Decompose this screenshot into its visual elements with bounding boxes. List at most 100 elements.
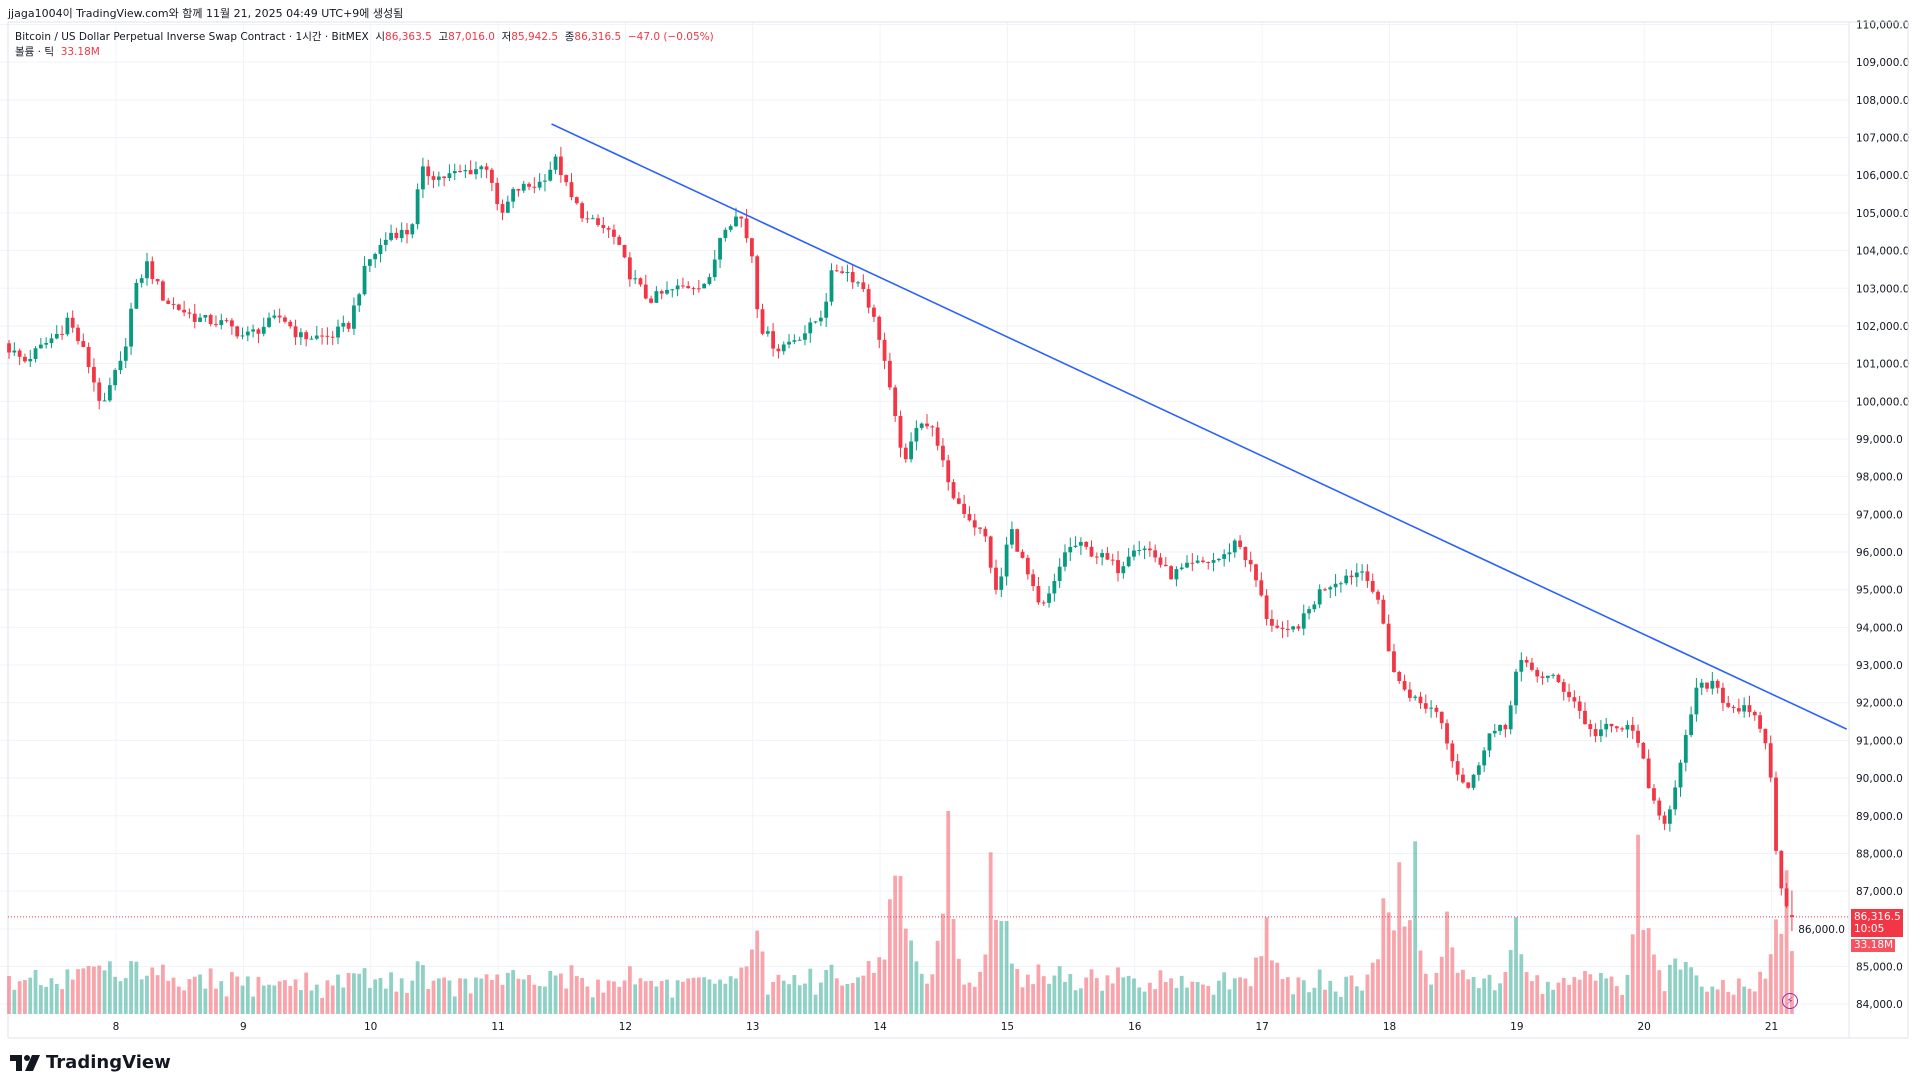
candle [1450,743,1455,762]
volume-bar [1407,920,1412,1014]
candle [1259,580,1264,596]
candle [272,315,277,318]
volume-bar [1397,862,1402,1014]
candle [362,265,367,295]
candle [744,218,749,239]
volume-bar [1508,950,1513,1014]
volume-bar [208,968,213,1014]
candle [107,385,112,401]
volume-bar [511,970,516,1014]
volume-bar [1678,969,1683,1014]
candle [760,309,765,334]
candle [1264,595,1269,620]
volume-bar [60,989,64,1014]
candle [649,298,653,303]
candle [383,239,388,245]
symbol-title[interactable]: Bitcoin / US Dollar Perpetual Inverse Sw… [15,31,369,43]
candle [1715,680,1720,688]
candle [1063,552,1067,567]
low-value: 85,942.5 [511,31,559,43]
volume-bar [1742,986,1747,1014]
price-axis-label: 110,000.0 [1856,20,1909,32]
candle [1004,544,1009,577]
candle [728,226,733,230]
price-axis-label: 100,000.0 [1856,396,1909,408]
volume-bar [495,974,500,1014]
candle [1338,583,1343,585]
candle [521,183,526,191]
price-axis-label: 107,000.0 [1856,133,1909,145]
volume-bar [256,976,261,1014]
volume-bar [1540,994,1545,1014]
volume-bar [1736,978,1741,1014]
volume-label[interactable]: 볼륨 · 틱 [15,46,54,58]
candle [1132,550,1136,557]
candle [1583,710,1587,725]
volume-bar [1673,958,1678,1014]
volume-bar [1630,934,1635,1014]
candle [702,283,707,289]
volume-bar [76,969,80,1014]
candle [1752,711,1757,716]
volume-bar [415,961,420,1014]
candle [81,341,86,347]
price-axis-label: 96,000.0 [1856,547,1903,559]
volume-bar [479,978,484,1014]
volume-bar [850,983,855,1014]
candle [994,567,998,590]
price-axis-label: 84,000.0 [1856,999,1903,1011]
candle-series [7,146,1794,931]
candle [1190,562,1195,564]
volume-bar [92,966,96,1014]
volume-bar [1429,984,1434,1014]
volume-bar [988,852,993,1014]
candle [410,224,415,235]
candle [1609,723,1614,727]
lightning-icon[interactable]: ⚡ [1782,993,1798,1009]
candle [447,173,452,178]
volume-bar [548,971,553,1014]
volume-bar [1699,986,1704,1014]
candle [421,166,425,190]
candle [1461,774,1465,783]
candle [935,427,940,446]
volume-bar [1482,978,1487,1014]
candle [1434,707,1439,712]
volume-bar [145,975,149,1014]
candle [1227,552,1232,555]
candle [787,341,791,345]
price-axis-label: 104,000.0 [1856,246,1909,258]
volume-bar [972,986,977,1014]
volume-bar [113,976,118,1014]
volume-bar [696,977,701,1014]
candle [1482,750,1487,766]
candle [1163,564,1168,567]
volume-bar [1413,841,1418,1014]
volume-bar [1206,985,1211,1014]
volume-bar [468,993,473,1014]
candle [755,256,760,310]
candle [320,335,324,337]
volume-bar [633,984,638,1014]
volume-bar [107,961,112,1014]
candle [505,201,510,213]
volume-bar [606,980,611,1014]
price-axis-label: 90,000.0 [1856,773,1903,785]
volume-bar [781,980,786,1014]
volume-bar [139,979,144,1014]
volume-bar [516,978,521,1014]
time-axis-label: 19 [1510,1021,1523,1033]
volume-bar [824,969,829,1014]
volume-bar [686,978,691,1014]
volume-bar [1025,974,1030,1014]
volume-bar [765,994,770,1014]
candle [86,346,91,367]
volume-bar [1519,954,1524,1014]
candle [1577,701,1582,711]
volume-bar [1349,975,1354,1014]
volume-bar [1052,975,1057,1014]
candle [1089,546,1094,557]
candle [1567,691,1571,698]
candle [792,340,797,342]
